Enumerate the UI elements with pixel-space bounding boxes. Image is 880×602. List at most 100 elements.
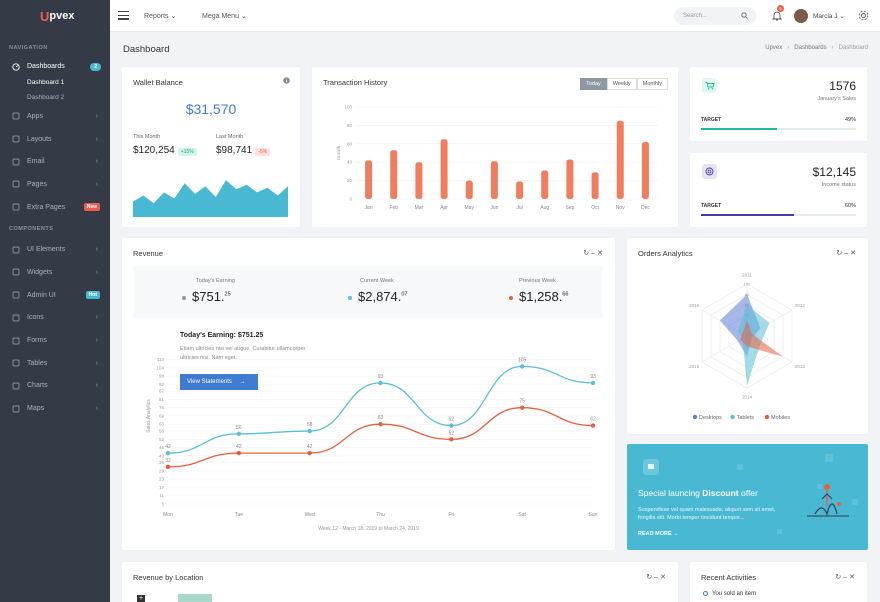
bar — [516, 181, 524, 199]
x-tick-label: Sep — [565, 205, 574, 211]
change-badge: -5% — [255, 148, 271, 156]
refresh-icon[interactable]: ↻ — [646, 574, 655, 581]
sidebar-item-charts[interactable]: Charts › — [0, 375, 110, 398]
close-icon[interactable]: ✕ — [850, 250, 858, 257]
sidebar-item-extra-pages[interactable]: Extra Pages New — [0, 196, 110, 219]
card-title: Revenue — [133, 249, 164, 258]
minimize-icon[interactable]: – — [844, 250, 851, 257]
read-more-link[interactable]: READ MORE → — [638, 531, 679, 537]
income-card: $12,145 Income status TARGET 60% — [690, 153, 867, 227]
minimize-icon[interactable]: – — [654, 574, 661, 581]
sidebar-item-email[interactable]: Email › — [0, 150, 110, 173]
data-label: 42 — [236, 444, 242, 450]
close-icon[interactable]: ✕ — [597, 250, 605, 257]
avatar[interactable] — [794, 9, 808, 23]
minimize-icon[interactable]: – — [591, 250, 598, 257]
user-menu[interactable]: Marcia J ⌄ — [813, 13, 845, 20]
sidebar-item-widgets[interactable]: Widgets › — [0, 261, 110, 284]
y-tick-label: 11 — [159, 493, 164, 498]
legend-label: Desktops — [699, 415, 722, 421]
radar-ring-label: 80 — [745, 292, 750, 297]
y-tick-label: 92 — [159, 382, 165, 387]
refresh-icon[interactable]: ↻ — [835, 574, 844, 581]
refresh-icon[interactable]: ↻ — [583, 250, 592, 257]
sales-progress-bar — [701, 128, 856, 130]
wallet-balance-card: Wallet Balance $31,570 This Month $120,2… — [122, 67, 300, 227]
revenue-line-chart: 5 11 17 23 29 35 40 46 52 58 63 69 75 81 87 92 98 104 110 S… — [146, 357, 598, 518]
sidebar-item-icons[interactable]: Icons › — [0, 307, 110, 330]
x-tick-label: Oct — [591, 205, 599, 211]
y-tick-label: 110 — [157, 357, 165, 362]
x-tick-label: Dec — [641, 205, 650, 211]
x-tick-label: Fri — [448, 512, 454, 518]
x-tick-label: Sat — [518, 512, 526, 518]
sidebar-item-maps[interactable]: Maps › — [0, 397, 110, 420]
y-axis-label: Sales Analytics — [146, 399, 152, 433]
earning-label: Current Week — [360, 278, 394, 284]
y-tick-label: 98 — [159, 374, 165, 379]
close-icon[interactable]: ✕ — [660, 574, 668, 581]
grid-icon — [11, 112, 20, 121]
data-label: 93 — [590, 374, 596, 380]
last-month-label: Last Month — [216, 134, 244, 140]
data-point — [378, 380, 383, 386]
card-title: Revenue by Location — [133, 573, 204, 582]
megaphone-icon — [11, 291, 20, 300]
y-tick-label: 60 — [347, 141, 353, 146]
this-month-value: $120,254 — [133, 145, 175, 156]
mega-menu[interactable]: Mega Menu ⌄ — [202, 13, 247, 20]
x-tick-label: May — [465, 205, 475, 211]
sidebar-item-pages[interactable]: Pages › — [0, 173, 110, 196]
legend-dot — [692, 414, 698, 420]
income-progress-bar — [701, 214, 856, 216]
bell-icon[interactable] — [772, 10, 782, 21]
sidebar-item-tables[interactable]: Tables › — [0, 352, 110, 375]
sidebar-item-dashboards[interactable]: Dashboards 2 — [0, 58, 110, 75]
wifi-icon — [11, 203, 20, 212]
gear-icon[interactable] — [858, 10, 869, 21]
menu-toggle-icon[interactable] — [118, 11, 129, 22]
breadcrumb-link[interactable]: Upvex — [765, 45, 783, 51]
search-input[interactable]: Search... — [674, 7, 756, 25]
breadcrumb-link[interactable]: Dashboards — [794, 45, 827, 51]
minimize-icon[interactable]: – — [843, 574, 850, 581]
target-percent: 49% — [844, 117, 856, 123]
search-icon — [741, 12, 748, 19]
card-title: Wallet Balance — [133, 78, 183, 87]
card-tools: ↻–✕ — [583, 249, 605, 257]
y-tick-label: 46 — [159, 445, 165, 450]
tab-monthly[interactable]: Monthly — [636, 78, 668, 90]
x-tick-label: Feb — [389, 205, 398, 211]
chevron-right-icon: › — [95, 246, 98, 254]
refresh-icon[interactable]: ↻ — [836, 250, 845, 257]
close-icon[interactable]: ✕ — [849, 574, 857, 581]
card-tools: ↻–✕ — [836, 249, 858, 257]
sidebar-subitem-dashboard-1[interactable]: Dashboard 1 — [27, 79, 65, 86]
y-tick-label: 81 — [159, 397, 165, 402]
data-point — [307, 428, 312, 434]
previous-week-value: $1,258. — [519, 289, 563, 304]
breadcrumb: Upvex › Dashboards › Dashboard — [765, 45, 868, 51]
sidebar-subitem-dashboard-2[interactable]: Dashboard 2 — [27, 94, 65, 101]
zoom-in-button[interactable]: + — [137, 595, 145, 602]
data-point — [236, 450, 242, 456]
sidebar-item-admin-ui[interactable]: Admin UI Hot — [0, 284, 110, 307]
sidebar-item-apps[interactable]: Apps › — [0, 105, 110, 128]
reports-menu[interactable]: Reports ⌄ — [144, 13, 177, 20]
view-statements-button[interactable]: View Statements → — [180, 374, 258, 390]
sidebar-item-label: Pages — [27, 180, 47, 188]
sidebar-item-ui-elements[interactable]: UI Elements › — [0, 238, 110, 261]
info-icon[interactable] — [283, 77, 290, 84]
tab-weekly[interactable]: Weekly — [606, 78, 637, 90]
tab-today[interactable]: Today — [580, 78, 607, 90]
revenue-card: Revenue ↻–✕ Today's Earning $751.25 Curr… — [122, 238, 615, 550]
earning-label: Previous Week — [519, 278, 556, 284]
data-label: 52 — [449, 430, 455, 436]
card-tools: ↻–✕ — [835, 573, 857, 581]
sidebar-item-label: Widgets — [27, 268, 53, 276]
sidebar-item-layouts[interactable]: Layouts › — [0, 128, 110, 151]
sidebar-item-forms[interactable]: Forms › — [0, 329, 110, 352]
legend-label: Mobiles — [771, 415, 790, 421]
mail-icon — [11, 157, 20, 166]
